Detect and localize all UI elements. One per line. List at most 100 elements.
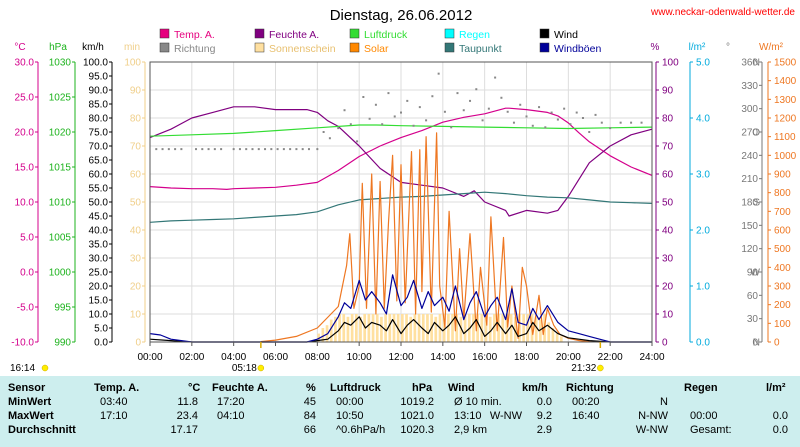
sunset-label: 21:32 — [571, 363, 596, 374]
direction-point — [220, 148, 223, 151]
direction-point — [640, 121, 643, 124]
direction-point — [462, 109, 465, 112]
stats-rain-time: Gesamt: — [690, 424, 732, 436]
direction-point — [245, 148, 248, 151]
y-tick-label-min: 60 — [130, 170, 142, 181]
direction-point — [600, 121, 603, 124]
sunshine-bar — [497, 314, 500, 342]
direction-point — [512, 121, 515, 124]
y-tick-label-km-per-h: 80.0 — [89, 114, 109, 125]
y-tick-label-degree: 300 — [741, 104, 758, 115]
direction-point — [538, 106, 541, 109]
direction-point — [316, 148, 319, 151]
direction-point — [174, 148, 177, 151]
sunshine-bar — [513, 316, 517, 342]
y-tick-label-celsius: 20.0 — [15, 128, 35, 139]
source-link[interactable]: www.neckar-odenwald-wetter.de — [650, 7, 795, 18]
sunshine-bar — [509, 314, 513, 342]
sunshine-bar — [321, 328, 325, 342]
y-tick-label-km-per-h: 5.0 — [94, 324, 108, 335]
y-tick-label-hPa: 995 — [54, 303, 71, 314]
y-tick-label-degree: 150 — [741, 221, 758, 232]
stats-dir-time: 16:40 — [572, 410, 600, 422]
y-tick-label-min: 70 — [130, 142, 142, 153]
y-tick-label-W-per-m2: 100 — [774, 319, 791, 330]
y-tick-label-percent: 100 — [662, 58, 679, 69]
y-axis-unit-hPa: hPa — [49, 42, 67, 53]
y-tick-label-degree: 120 — [741, 244, 758, 255]
y-tick-label-km-per-h: 60.0 — [89, 170, 109, 181]
direction-point — [500, 96, 503, 99]
y-tick-label-min: 50 — [130, 198, 142, 209]
y-tick-label-km-per-h: 90.0 — [89, 86, 109, 97]
weather-chart: °C 30.0 25.0 20.0 15.0 10.0 5.0 0.0 -5.0 -10.0 hPa… — [10, 7, 797, 374]
y-tick-label-km-per-h: 45.0 — [89, 212, 109, 223]
y-tick-label-W-per-m2: 300 — [774, 282, 791, 293]
sunshine-bar — [484, 314, 488, 342]
y-tick-label-celsius: 30.0 — [15, 58, 35, 69]
sunshine-bar — [367, 314, 371, 342]
y-tick-label-km-per-h: 100.0 — [83, 58, 108, 69]
direction-point — [282, 148, 285, 151]
direction-point — [525, 115, 528, 118]
legend-swatch — [349, 42, 360, 53]
y-axis-unit-min: min — [124, 42, 140, 53]
sunshine-bar — [405, 314, 408, 342]
x-tick-label: 24:00 — [639, 352, 664, 363]
y-axis-unit-percent: % — [651, 42, 660, 53]
direction-point — [232, 148, 235, 151]
stats-press-val: 1021.0 — [400, 410, 434, 422]
y-tick-label-W-per-m2: 1300 — [774, 95, 797, 106]
direction-point — [481, 119, 484, 122]
direction-point — [251, 148, 254, 151]
sunshine-bar — [488, 316, 492, 342]
direction-point — [575, 111, 578, 114]
legend-label: Sonnenschein — [269, 43, 336, 55]
sunshine-bar — [375, 314, 379, 342]
y-tick-label-percent: 40 — [662, 226, 674, 237]
x-tick-label: 10:00 — [347, 352, 372, 363]
stats-wind-val: 9.2 — [536, 410, 552, 422]
legend-swatch — [159, 28, 170, 39]
y-tick-label-km-per-h: 40.0 — [89, 226, 109, 237]
y-tick-label-l-per-m2: 5.0 — [696, 58, 710, 69]
legend-swatch — [349, 28, 360, 39]
y-tick-label-percent: 60 — [662, 170, 674, 181]
sunshine-bar — [522, 314, 525, 342]
legend-swatch — [254, 42, 265, 53]
sunshine-bar — [417, 314, 421, 342]
y-tick-label-celsius: 0.0 — [20, 268, 34, 279]
y-tick-label-W-per-m2: 1000 — [774, 151, 797, 162]
direction-point — [619, 121, 622, 124]
sunshine-bar — [338, 314, 341, 342]
direction-point — [257, 148, 260, 151]
legend-label: Taupunkt — [459, 43, 502, 55]
direction-point — [550, 111, 553, 114]
sunshine-bar — [346, 316, 350, 342]
direction-point — [201, 148, 204, 151]
stats-hum-val: 66 — [303, 424, 316, 436]
sunshine-bar — [392, 314, 396, 342]
y-tick-label-celsius: 5.0 — [20, 233, 34, 244]
direction-point — [431, 95, 434, 98]
stats-header-wind: Wind — [448, 382, 475, 394]
sunshine-bar — [442, 314, 446, 342]
direction-point — [412, 124, 415, 127]
sunshine-bar — [380, 316, 383, 342]
stats-header-rain-unit: l/m² — [766, 382, 786, 394]
sunshine-bar — [401, 314, 404, 342]
stats-temp-time: 17:10 — [100, 410, 128, 422]
x-tick-label: 14:00 — [430, 352, 455, 363]
stats-temp-time: 03:40 — [100, 396, 128, 408]
sunshine-bar — [434, 316, 438, 342]
direction-point — [544, 126, 547, 129]
direction-point — [213, 148, 216, 151]
y-tick-label-hPa: 1020 — [49, 128, 72, 139]
sunshine-bar — [354, 314, 358, 342]
direction-point — [425, 119, 428, 122]
stats-press-time: ^0.6hPa/h — [336, 424, 386, 436]
y-tick-label-hPa: 990 — [54, 338, 71, 349]
previous-sunset-label: 16:14 — [10, 363, 35, 374]
y-tick-label-l-per-m2: 4.0 — [696, 114, 710, 125]
legend-swatch — [444, 42, 455, 53]
